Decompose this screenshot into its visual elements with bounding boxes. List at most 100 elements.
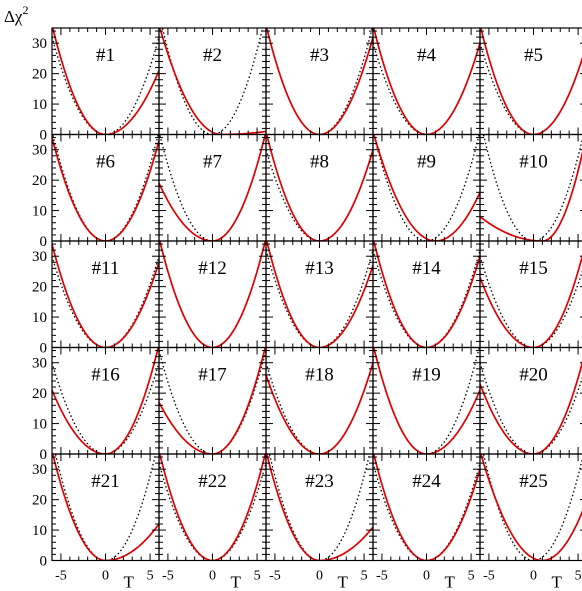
panel-label: #23 bbox=[305, 471, 334, 492]
panel-ticks bbox=[52, 241, 159, 348]
panel-ticks bbox=[52, 134, 159, 242]
reference-curve bbox=[373, 462, 480, 561]
y-tick-label: 0 bbox=[40, 341, 48, 357]
panel: #13 bbox=[265, 240, 374, 349]
panel: #10 bbox=[479, 133, 582, 242]
x-tick-label: -5 bbox=[483, 569, 495, 584]
panel-ticks bbox=[480, 454, 582, 561]
x-axis-label: T bbox=[337, 573, 348, 591]
panel: #4 bbox=[372, 27, 481, 136]
reference-curve bbox=[52, 36, 159, 135]
panel-label: #3 bbox=[310, 45, 329, 66]
fit-curve bbox=[266, 28, 373, 135]
fit-curve bbox=[373, 454, 480, 561]
panel-label: #14 bbox=[412, 258, 441, 279]
fit-curve bbox=[159, 28, 266, 135]
panel-label: #21 bbox=[91, 471, 120, 492]
panel: #19 bbox=[372, 346, 481, 455]
panel-grid: #1 #2 #3 #4 #5 #6 #7 #8 #9 #10 #11 #12 #13 #14 #15 #16 #… bbox=[51, 27, 582, 562]
panel: #9 bbox=[372, 133, 481, 242]
reference-curve bbox=[52, 134, 159, 241]
fit-curve bbox=[159, 347, 266, 454]
panel: #6 bbox=[51, 133, 160, 242]
fit-curve bbox=[480, 254, 582, 348]
reference-curve bbox=[482, 134, 582, 241]
reference-curve bbox=[268, 454, 371, 561]
reference-curve bbox=[159, 462, 266, 561]
x-axis-label: T bbox=[123, 573, 134, 591]
panel-label: #6 bbox=[96, 152, 115, 173]
x-axis-label: T bbox=[230, 573, 241, 591]
panel-ticks bbox=[373, 347, 480, 455]
panel-label: #5 bbox=[524, 45, 543, 66]
x-tick-label: 0 bbox=[102, 569, 109, 584]
panel: #2 bbox=[158, 27, 267, 136]
panel-ticks bbox=[266, 241, 373, 348]
fit-curve bbox=[266, 454, 373, 561]
fit-curve bbox=[52, 243, 159, 348]
fit-curve bbox=[480, 454, 582, 561]
x-tick-label: -5 bbox=[55, 569, 67, 584]
panel-label: #4 bbox=[417, 45, 437, 66]
panel-label: #25 bbox=[519, 471, 548, 492]
panel: #3 bbox=[265, 27, 374, 136]
fit-curve bbox=[266, 134, 373, 241]
panel-frame bbox=[51, 133, 160, 242]
x-tick-label: 0 bbox=[209, 569, 216, 584]
panel-ticks bbox=[52, 347, 159, 455]
y-axis-label: Δχ2 bbox=[4, 3, 28, 26]
panel-ticks bbox=[159, 28, 266, 135]
panel-ticks bbox=[373, 241, 480, 348]
panel: #14 bbox=[372, 240, 481, 349]
panel: #15 bbox=[479, 240, 582, 349]
y-tick-label: 10 bbox=[32, 310, 47, 326]
panel-label: #13 bbox=[305, 258, 334, 279]
x-tick-label: -5 bbox=[162, 569, 174, 584]
panel-label: #17 bbox=[198, 365, 227, 386]
panel-label: #2 bbox=[203, 45, 222, 66]
panel-ticks bbox=[480, 347, 582, 455]
panel: #17 bbox=[158, 346, 267, 455]
panel: #23 bbox=[265, 453, 374, 562]
panel-label: #7 bbox=[203, 152, 222, 173]
panel-ticks bbox=[159, 454, 266, 561]
panel-ticks bbox=[480, 28, 582, 135]
y-tick-label: 20 bbox=[32, 67, 47, 83]
fit-curve bbox=[480, 360, 582, 454]
y-tick-label: 30 bbox=[32, 462, 47, 478]
x-tick-label: -5 bbox=[269, 569, 281, 584]
panel-frame bbox=[158, 27, 267, 136]
panel-frame bbox=[51, 240, 160, 349]
panel: #25 bbox=[479, 453, 582, 562]
y-tick-label: 10 bbox=[32, 204, 47, 220]
fit-curve bbox=[373, 241, 480, 348]
x-tick-label: 5 bbox=[147, 569, 154, 584]
panel-label: #18 bbox=[305, 365, 334, 386]
x-tick-label: 0 bbox=[530, 569, 537, 584]
panel-ticks bbox=[266, 454, 373, 561]
x-tick-label: 0 bbox=[423, 569, 430, 584]
panel: #21 bbox=[51, 453, 160, 562]
y-tick-label: 30 bbox=[32, 36, 47, 52]
panel: #12 bbox=[158, 240, 267, 349]
panel-ticks bbox=[480, 241, 582, 348]
panel-label: #16 bbox=[91, 365, 120, 386]
panel: #8 bbox=[265, 133, 374, 242]
panel: #18 bbox=[265, 346, 374, 455]
x-tick-label: -5 bbox=[376, 569, 388, 584]
fit-curve bbox=[159, 134, 266, 241]
y-tick-label: 10 bbox=[32, 97, 47, 113]
fit-curve bbox=[266, 362, 373, 454]
fit-curve bbox=[52, 137, 159, 241]
fit-curve bbox=[480, 150, 582, 241]
panel-ticks bbox=[373, 454, 480, 561]
panel-ticks bbox=[266, 347, 373, 455]
y-tick-label: 20 bbox=[32, 173, 47, 189]
y-tick-label: 0 bbox=[40, 447, 48, 463]
y-tick-label: 30 bbox=[32, 356, 47, 372]
reference-curve bbox=[159, 350, 266, 454]
panel-frame bbox=[265, 346, 374, 455]
panel-label: #8 bbox=[310, 152, 329, 173]
y-tick-label: 30 bbox=[32, 143, 47, 159]
x-axis-label: T bbox=[444, 573, 455, 591]
